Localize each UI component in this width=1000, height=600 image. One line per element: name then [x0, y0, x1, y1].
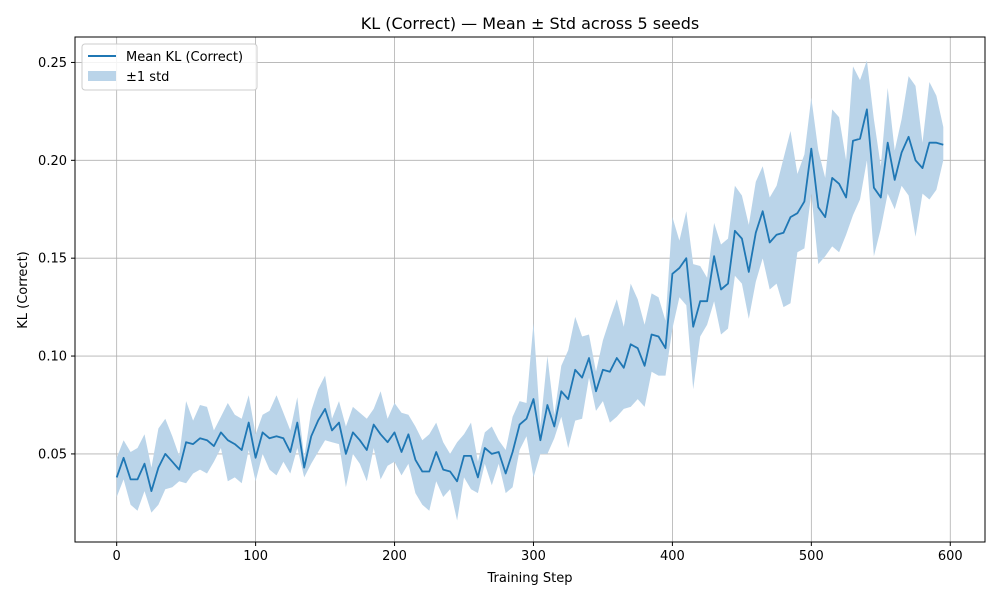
y-tick-label: 0.15 [38, 252, 67, 267]
x-tick-label: 600 [938, 549, 963, 564]
x-tick-label: 400 [660, 549, 685, 564]
y-tick-label: 0.20 [38, 154, 67, 169]
x-tick-label: 300 [521, 549, 546, 564]
y-tick-label: 0.10 [38, 350, 67, 365]
grid-lines [75, 37, 985, 542]
chart-title: KL (Correct) — Mean ± Std across 5 seeds [361, 14, 700, 33]
y-axis-ticks: 0.05 0.10 0.15 0.20 0.25 [38, 56, 75, 462]
legend-box [81, 43, 258, 91]
plot-frame [74, 36, 986, 543]
x-tick-label: 100 [243, 549, 268, 564]
y-axis-label: KL (Correct) [16, 251, 31, 329]
x-tick-label: 500 [799, 549, 824, 564]
legend-entry-std: ±1 std [126, 70, 169, 85]
legend-entry-mean: Mean KL (Correct) [126, 50, 243, 65]
mean-line [115, 108, 944, 492]
y-tick-label: 0.25 [38, 56, 67, 71]
legend-band-swatch [88, 71, 116, 81]
y-tick-label: 0.05 [38, 447, 67, 462]
x-tick-label: 0 [113, 549, 121, 564]
legend: Mean KL (Correct) ±1 std [81, 43, 258, 91]
std-band [116, 60, 944, 521]
x-axis-label: Training Step [486, 571, 572, 586]
x-axis-ticks: 0 100 200 300 400 500 600 [113, 542, 963, 564]
x-tick-label: 200 [382, 549, 407, 564]
